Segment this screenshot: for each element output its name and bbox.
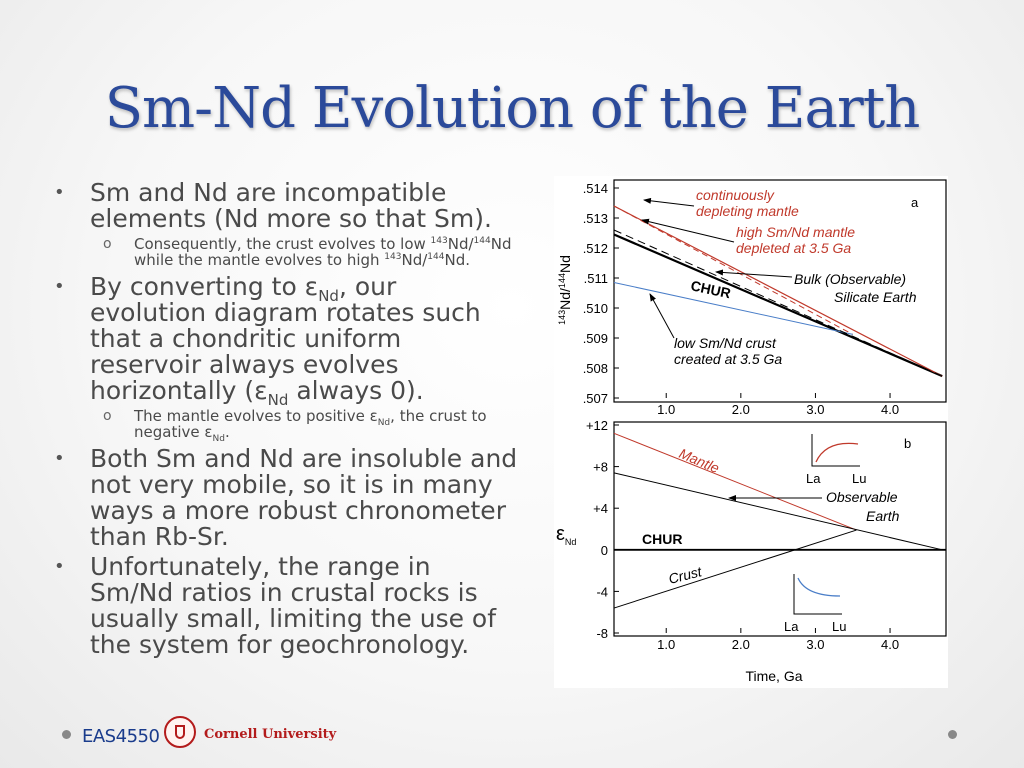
ytick-label: +12	[586, 418, 608, 433]
university-name: Cornell University	[204, 727, 337, 742]
xtick-label: 4.0	[881, 402, 899, 417]
panel-b-label: b	[904, 436, 911, 451]
ytick-label: .513	[583, 211, 608, 226]
inset-1-lu: Lu	[852, 471, 866, 486]
arrow-3	[715, 269, 793, 278]
panel-b-ylabel: εNd	[556, 523, 576, 547]
ytick-label: .508	[583, 361, 608, 376]
annot-created-35: created at 3.5 Ga	[674, 351, 782, 367]
annot-continuously: continuously	[696, 187, 775, 203]
panel-b-xticks: 1.0 2.0 3.0 4.0	[657, 628, 899, 652]
series-line-2	[613, 205, 853, 335]
series-line-1	[613, 432, 857, 531]
inset-1-la: La	[806, 471, 821, 486]
panel-a-label: a	[911, 195, 919, 210]
series-line-3	[613, 282, 853, 335]
inset-1-axes	[811, 434, 860, 467]
footer: EAS4550 Cornell University	[62, 714, 962, 754]
panel-a-frame	[613, 179, 947, 403]
bullet-1: Sm and Nd are incompatible elements (Nd …	[50, 180, 520, 232]
series-line-0	[613, 233, 943, 378]
ytick-label: .511	[584, 271, 608, 286]
annot-observable: Observable	[826, 489, 898, 505]
bullet-list: Sm and Nd are incompatible elements (Nd …	[50, 180, 520, 662]
ytick-label: .507	[583, 391, 608, 406]
xtick-label: 4.0	[881, 637, 899, 652]
sm-nd-figure: .514 .513 .512 .511 .510 .509 .508 .507 1.0 2.0 3…	[554, 176, 948, 688]
panel-a-ylabel: 143Nd/144Nd	[557, 255, 573, 325]
inset-2-axes	[793, 574, 842, 615]
panel-b-frame	[613, 421, 947, 637]
inset-2-curve	[797, 577, 841, 597]
panel-b-xlabel: Time, Ga	[745, 668, 802, 684]
series-line-3	[613, 529, 857, 609]
arrow-2	[641, 218, 735, 243]
bullet-2: By converting to εNd, our evolution diag…	[50, 274, 520, 408]
xtick-label: 3.0	[806, 637, 824, 652]
ytick-label: .514	[583, 181, 608, 196]
panel-b-yticks: +12 +8 +4 0 -4 -8	[586, 418, 619, 641]
panel-b-series	[613, 432, 946, 609]
xtick-label: 1.0	[657, 402, 675, 417]
series-line-2	[613, 472, 943, 551]
ytick-label: .512	[583, 241, 608, 256]
figure-svg: .514 .513 .512 .511 .510 .509 .508 .507 1.0 2.0 3…	[556, 179, 947, 684]
annot-bulk: Bulk (Observable)	[794, 271, 906, 287]
footer-dot-left	[62, 730, 71, 739]
ytick-label: .509	[583, 331, 608, 346]
panel-a-series	[613, 205, 943, 378]
xtick-label: 1.0	[657, 637, 675, 652]
annot-depleted-35: depleted at 3.5 Ga	[736, 240, 851, 256]
inset-2-lu: Lu	[832, 619, 846, 634]
xtick-label: 2.0	[732, 637, 750, 652]
annot-silicate-earth: Silicate Earth	[834, 289, 917, 305]
annot-high-smnd: high Sm/Nd mantle	[736, 224, 855, 240]
sub-bullet-2: The mantle evolves to positive εNd, the …	[50, 408, 520, 444]
annot-low-smnd: low Sm/Nd crust	[674, 335, 777, 351]
bullet-4: Unfortunately, the range in Sm/Nd ratios…	[50, 554, 520, 658]
arrow-1	[643, 197, 695, 207]
ytick-label: .510	[583, 301, 608, 316]
annot-earth: Earth	[866, 508, 900, 524]
annot-crust: Crust	[667, 563, 704, 587]
annot-chur-b: CHUR	[642, 531, 682, 547]
arrow-4	[649, 293, 675, 339]
sub-bullet-1: Consequently, the crust evolves to low 1…	[50, 236, 520, 268]
series-line-4	[613, 229, 943, 377]
inset-1-curve	[815, 442, 859, 463]
xtick-label: 3.0	[806, 402, 824, 417]
slide-title: Sm-Nd Evolution of the Earth	[104, 76, 921, 141]
xtick-label: 2.0	[732, 402, 750, 417]
ytick-label: 0	[601, 543, 608, 558]
cornell-seal-icon	[164, 716, 196, 748]
footer-dot-right	[948, 730, 957, 739]
annot-mantle: Mantle	[677, 445, 722, 476]
inset-2-la: La	[784, 619, 799, 634]
panel-a-xticks: 1.0 2.0 3.0 4.0	[657, 393, 899, 417]
ytick-label: +4	[593, 501, 608, 516]
annot-depleting-mantle: depleting mantle	[696, 203, 799, 219]
panel-a-yticks: .514 .513 .512 .511 .510 .509 .508 .507	[583, 181, 619, 406]
ytick-label: -4	[596, 584, 608, 599]
ytick-label: +8	[593, 460, 608, 475]
annot-chur-a: CHUR	[689, 277, 732, 301]
course-code: EAS4550	[82, 726, 160, 747]
ytick-label: -8	[596, 626, 608, 641]
series-line-1	[613, 205, 943, 377]
bullet-3: Both Sm and Nd are insoluble and not ver…	[50, 446, 520, 550]
